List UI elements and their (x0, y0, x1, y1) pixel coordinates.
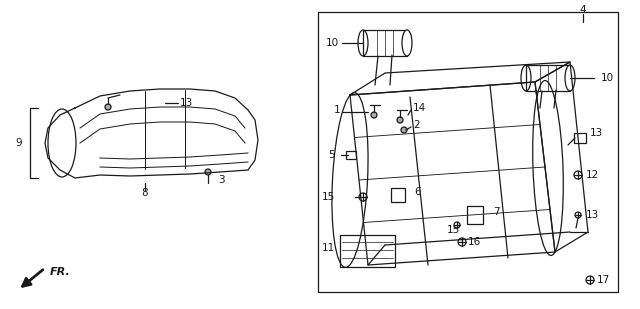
Text: 13: 13 (590, 128, 604, 138)
Circle shape (371, 112, 377, 118)
Text: 15: 15 (447, 225, 460, 235)
Text: 15: 15 (322, 192, 335, 202)
Text: FR.: FR. (50, 267, 71, 277)
Ellipse shape (402, 30, 412, 56)
Text: 10: 10 (326, 38, 339, 48)
Text: 6: 6 (414, 187, 420, 197)
Text: 16: 16 (468, 237, 481, 247)
Text: 8: 8 (141, 188, 148, 198)
Circle shape (105, 104, 111, 110)
Circle shape (205, 169, 211, 175)
Bar (346, 151, 356, 159)
Text: 9: 9 (15, 138, 22, 148)
Bar (391, 188, 405, 202)
Text: 2: 2 (413, 120, 420, 130)
Bar (363, 30, 407, 56)
Bar (526, 65, 570, 91)
Text: 5: 5 (328, 150, 335, 160)
Bar (467, 206, 483, 224)
Circle shape (397, 117, 403, 123)
Text: 4: 4 (580, 5, 586, 15)
Text: 14: 14 (413, 103, 426, 113)
Text: 3: 3 (218, 175, 225, 185)
Ellipse shape (565, 65, 575, 91)
Text: 7: 7 (493, 207, 500, 217)
Bar (340, 235, 395, 267)
Bar (574, 133, 586, 143)
Text: 17: 17 (597, 275, 611, 285)
Text: 1: 1 (333, 105, 340, 115)
Text: 13: 13 (180, 98, 193, 108)
Text: 11: 11 (322, 243, 335, 253)
Text: 10: 10 (601, 73, 614, 83)
Text: 12: 12 (586, 170, 599, 180)
Circle shape (401, 127, 407, 133)
Text: 13: 13 (586, 210, 599, 220)
